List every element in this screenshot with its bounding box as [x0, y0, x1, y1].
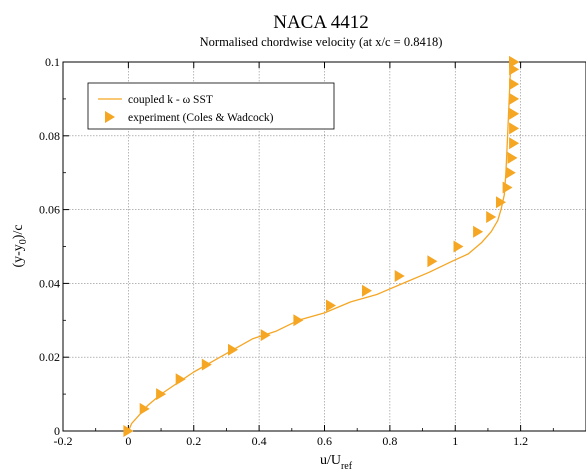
x-tick-label: 0 [125, 434, 131, 448]
y-tick-label: 0.1 [45, 55, 60, 69]
experiment-marker [139, 402, 150, 415]
x-tick-label: 0.6 [317, 434, 332, 448]
chart-subtitle: Normalised chordwise velocity (at x/c = … [200, 35, 443, 49]
experiment-marker [505, 166, 516, 179]
y-tick-label: 0 [54, 424, 60, 438]
experiment-marker [260, 329, 271, 342]
x-axis-label: u/Uref [320, 453, 353, 472]
experiment-marker [509, 107, 520, 120]
x-tick-label: 1 [452, 434, 458, 448]
experiment-marker [326, 299, 336, 312]
experiment-marker [509, 78, 520, 91]
experiment-marker [502, 181, 513, 194]
experiment-marker [175, 373, 186, 386]
axis-ticks [62, 61, 554, 432]
experiment-marker [507, 151, 518, 164]
chart-title: NACA 4412 [273, 12, 369, 33]
y-tick-label: 0.04 [39, 276, 60, 290]
y-axis-label-sub: 0 [18, 239, 29, 244]
x-axis-label-main: u/U [320, 453, 341, 468]
y-axis-label: (y-y0)/c [11, 224, 29, 267]
experiment-marker [509, 92, 520, 105]
experiment-marker [362, 284, 372, 297]
experiment-marker [123, 425, 134, 437]
y-tick-label: 0.02 [39, 350, 60, 364]
experiment-marker [394, 270, 405, 282]
series-layer [123, 56, 520, 437]
experiment-marker [453, 240, 464, 253]
experiment-marker [496, 196, 506, 209]
x-tick-label: 1.2 [513, 434, 528, 448]
experiment-marker [427, 255, 438, 268]
experiment-marker [473, 225, 484, 238]
x-tick-label: -0.2 [54, 434, 73, 448]
experiment-marker [293, 314, 304, 327]
experiment-marker [509, 137, 520, 150]
experiment-marker [509, 122, 520, 135]
y-axis-label-main: (y-y [11, 244, 26, 267]
y-axis-label-tail: )/c [11, 224, 26, 239]
x-tick-labels: -0.2 0 0.2 0.4 0.6 0.8 1 1.2 [54, 434, 529, 448]
experiment-marker [486, 211, 497, 223]
experiment-marker [509, 56, 520, 68]
y-tick-labels: 0 0.02 0.04 0.06 0.08 0.1 [39, 55, 60, 438]
experiment-marker [228, 343, 238, 356]
x-tick-label: 0.8 [382, 434, 397, 448]
legend-box [87, 82, 335, 130]
experiment-marker [201, 358, 212, 371]
experiment-marker [156, 388, 167, 401]
y-tick-label: 0.08 [39, 129, 60, 143]
legend-label-line: coupled k - ω SST [128, 94, 213, 106]
legend-label-markers: experiment (Coles & Wadcock) [128, 112, 274, 124]
legend: coupled k - ω SST experiment (Coles & Wa… [87, 82, 335, 130]
y-tick-label: 0.06 [39, 203, 60, 217]
legend-swatch-marker [105, 111, 115, 123]
x-tick-label: 0.2 [186, 434, 201, 448]
x-tick-label: 0.4 [252, 434, 267, 448]
x-axis-label-sub: ref [341, 461, 353, 472]
